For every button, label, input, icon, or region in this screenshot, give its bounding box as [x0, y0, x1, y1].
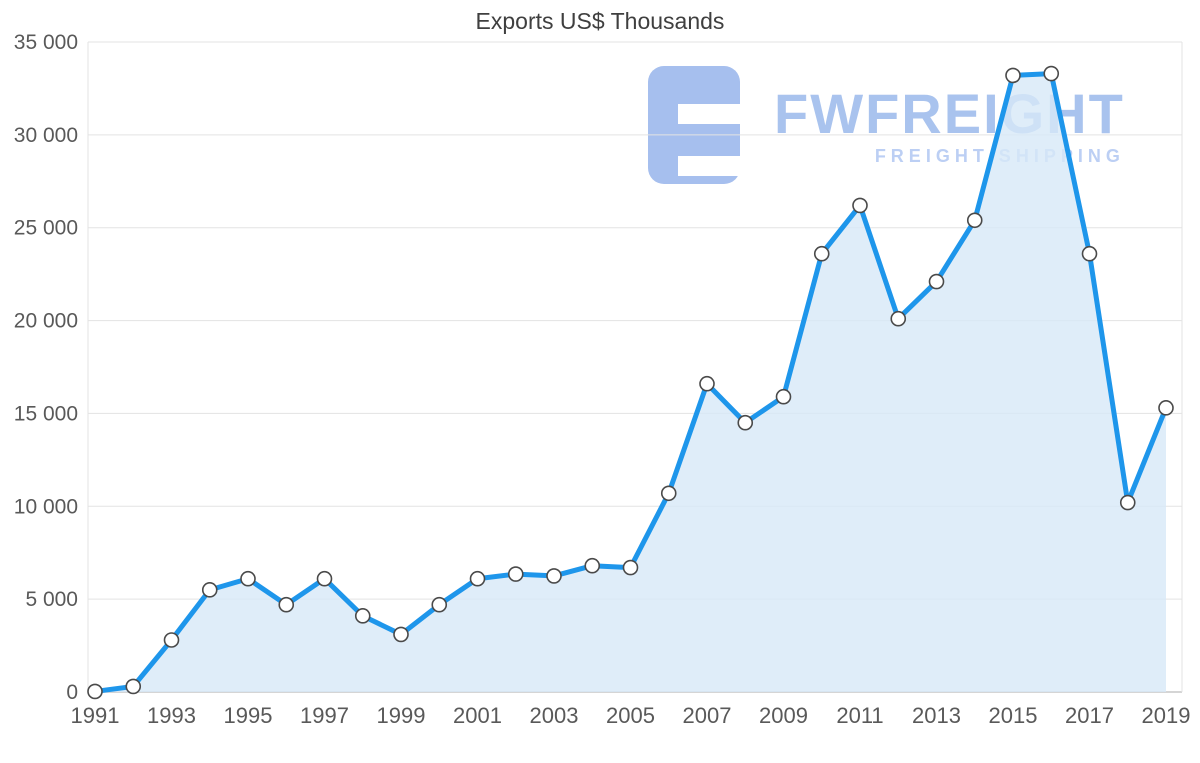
data-point-marker	[316, 570, 333, 587]
y-axis-label: 5 000	[25, 588, 78, 611]
y-axis-label: 30 000	[14, 124, 78, 147]
data-point-marker	[1081, 245, 1098, 262]
data-point-marker	[1005, 67, 1021, 84]
data-point-marker	[622, 559, 639, 576]
data-point-marker	[737, 414, 754, 431]
data-point-marker	[1043, 65, 1060, 82]
data-point-marker	[699, 375, 715, 392]
y-axis-label: 25 000	[14, 217, 78, 240]
x-axis-label: 1993	[147, 703, 196, 728]
x-axis-label: 2017	[1065, 703, 1114, 728]
x-axis-label: 2001	[453, 703, 502, 728]
x-axis-label: 1999	[377, 703, 426, 728]
data-point-marker	[163, 632, 180, 648]
data-point-marker	[278, 596, 295, 613]
data-point-marker	[775, 388, 792, 405]
x-axis-label: 2013	[912, 703, 961, 728]
x-axis-label: 1991	[71, 703, 120, 728]
data-point-marker	[393, 626, 409, 643]
x-axis-label: 2019	[1142, 703, 1191, 728]
x-axis-label: 2011	[836, 703, 883, 728]
data-point-marker	[240, 570, 256, 587]
x-axis-label: 2015	[989, 703, 1038, 728]
data-point-marker	[87, 683, 103, 700]
data-point-marker	[852, 197, 868, 214]
y-axis-label: 10 000	[14, 495, 78, 518]
data-point-marker	[354, 608, 371, 624]
data-point-marker	[546, 568, 562, 584]
x-axis-label: 1997	[300, 703, 349, 728]
area-fill	[95, 73, 1166, 693]
x-axis-label: 2005	[606, 703, 655, 728]
data-point-marker	[660, 485, 677, 502]
data-point-marker	[125, 678, 142, 695]
y-axis-label: 35 000	[14, 31, 78, 54]
data-point-marker	[890, 310, 907, 327]
x-axis-label: 1995	[224, 703, 273, 728]
y-axis-label: 15 000	[14, 402, 78, 425]
data-point-marker	[201, 582, 218, 598]
y-axis-label: 20 000	[14, 310, 78, 333]
data-point-marker	[431, 596, 448, 613]
chart-title: Exports US$ Thousands	[475, 8, 725, 34]
y-axis-label: 0	[66, 681, 78, 704]
x-axis-label: 2007	[683, 703, 732, 728]
data-point-marker	[469, 570, 486, 587]
data-point-marker	[928, 273, 945, 290]
data-point-marker	[813, 245, 830, 262]
x-axis-label: 2003	[530, 703, 579, 728]
data-point-marker	[584, 557, 601, 574]
data-point-marker	[1119, 494, 1136, 511]
data-point-marker	[966, 212, 983, 229]
data-point-marker	[507, 566, 524, 582]
data-point-marker	[1158, 400, 1174, 416]
x-axis-label: 2009	[759, 703, 808, 728]
brand-logo-icon	[648, 66, 748, 184]
